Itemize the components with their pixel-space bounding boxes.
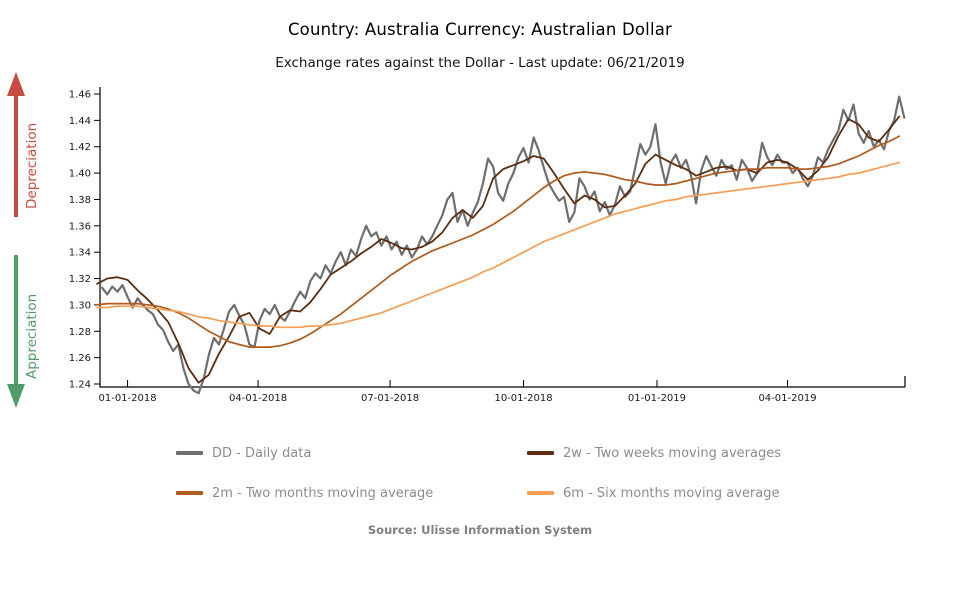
y-tick-label: 1.26 — [69, 353, 91, 364]
y-tick-label: 1.28 — [69, 327, 91, 338]
y-tick-label: 1.36 — [69, 221, 91, 232]
axes-spines — [99, 87, 905, 388]
y-tick-label: 1.34 — [69, 248, 91, 259]
page-title: Country: Australia Currency: Australian … — [287, 20, 673, 39]
direction-arrows — [7, 72, 25, 408]
legend-label-2w: 2w - Two weeks moving averages — [563, 445, 781, 461]
series-line-2m — [96, 135, 901, 348]
source-attribution: Source: Ulisse Information System — [367, 523, 593, 537]
series-line-6m — [96, 161, 901, 329]
legend-swatch-dd — [176, 451, 203, 455]
legend-item-dd: DD - Daily data — [176, 445, 311, 461]
y-tick-label: 1.44 — [69, 116, 91, 127]
legend-item-2w: 2w - Two weeks moving averages — [527, 445, 781, 461]
legend-swatch-6m — [527, 491, 554, 495]
x-tick-label: 01-01-2019 — [628, 393, 686, 404]
page-subtitle: Exchange rates against the Dollar - Last… — [275, 55, 685, 71]
x-tick-label: 04-01-2019 — [758, 393, 816, 404]
x-tick-label: 04-01-2018 — [229, 393, 287, 404]
x-tick-label: 01-01-2018 — [98, 393, 156, 404]
legend-label-2m: 2m - Two months moving average — [212, 485, 434, 501]
y-tick-label: 1.46 — [69, 90, 91, 101]
depreciation-arrow-icon — [7, 72, 25, 217]
legend-item-6m: 6m - Six months moving average — [527, 485, 779, 501]
legend-label-6m: 6m - Six months moving average — [563, 485, 780, 501]
y-tick-label: 1.38 — [69, 195, 91, 206]
legend-swatch-2m — [176, 491, 203, 495]
appreciation-arrow-icon — [7, 255, 25, 408]
legend-label-dd: DD - Daily data — [212, 445, 312, 461]
x-tick-label: 10-01-2018 — [494, 393, 552, 404]
x-tick-label: 07-01-2018 — [361, 393, 419, 404]
series-line-dd — [101, 95, 906, 395]
y-tick-label: 1.24 — [69, 380, 91, 391]
legend-item-2m: 2m - Two months moving average — [176, 485, 433, 501]
legend-swatch-2w — [527, 451, 554, 455]
y-tick-label: 1.30 — [69, 300, 91, 311]
y-tick-label: 1.40 — [69, 169, 91, 180]
y-tick-label: 1.42 — [69, 142, 91, 153]
series-line-2w — [96, 115, 901, 384]
y-tick-label: 1.32 — [69, 274, 91, 285]
